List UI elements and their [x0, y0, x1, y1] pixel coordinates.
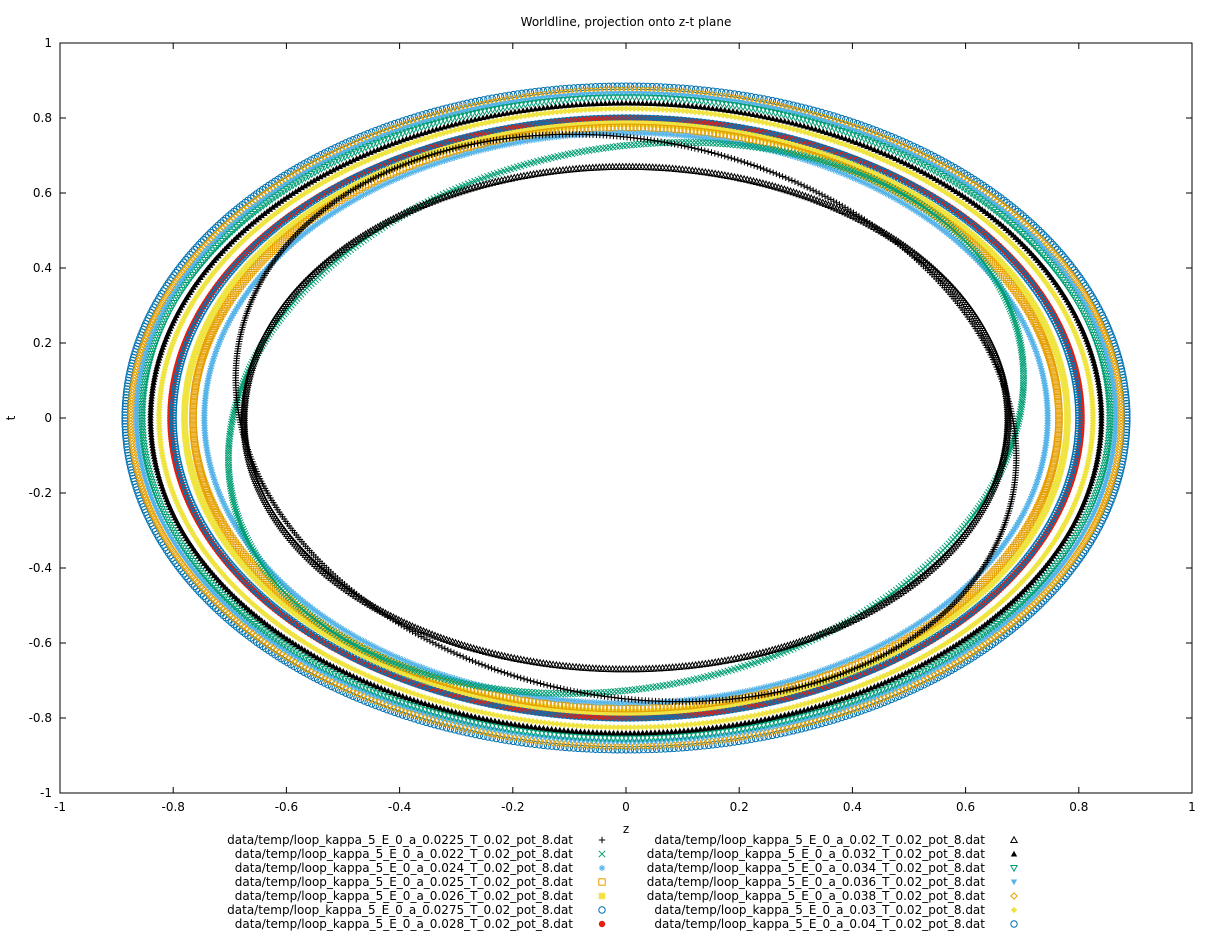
legend-label: data/temp/loop_kappa_5_E_0_a_0.028_T_0.0…	[235, 917, 574, 931]
legend-item: data/temp/loop_kappa_5_E_0_a_0.04_T_0.02…	[654, 917, 1018, 931]
legend-item: data/temp/loop_kappa_5_E_0_a_0.024_T_0.0…	[235, 861, 606, 875]
legend-label: data/temp/loop_kappa_5_E_0_a_0.0225_T_0.…	[227, 833, 573, 847]
y-axis-label: t	[4, 415, 18, 420]
legend-item: data/temp/loop_kappa_5_E_0_a_0.038_T_0.0…	[647, 889, 1018, 903]
x-tick-label: 1	[1188, 800, 1196, 814]
series-13	[155, 105, 1097, 731]
series-3	[201, 129, 1051, 707]
legend-item: data/temp/loop_kappa_5_E_0_a_0.032_T_0.0…	[647, 847, 1018, 861]
legend-item: data/temp/loop_kappa_5_E_0_a_0.0275_T_0.…	[227, 903, 606, 917]
legend-label: data/temp/loop_kappa_5_E_0_a_0.025_T_0.0…	[235, 875, 574, 889]
y-tick-label: 1	[44, 36, 52, 50]
series-14	[121, 82, 1131, 754]
series-7	[167, 114, 1085, 722]
legend-marker	[598, 892, 606, 900]
series-8	[239, 162, 1013, 673]
legend-marker	[1009, 864, 1019, 873]
legend-item: data/temp/loop_kappa_5_E_0_a_0.026_T_0.0…	[235, 889, 606, 903]
y-tick-label: -0.8	[29, 711, 52, 725]
y-tick-label: -0.2	[29, 486, 52, 500]
legend-marker	[598, 920, 606, 928]
x-tick-label: 0.4	[843, 800, 862, 814]
x-tick-label: -0.4	[388, 800, 411, 814]
legend-marker	[598, 878, 606, 886]
legend-marker	[1010, 920, 1018, 928]
x-tick-label: 0	[622, 800, 630, 814]
legend-marker	[1010, 850, 1018, 857]
legend-marker	[598, 906, 606, 914]
legend-label: data/temp/loop_kappa_5_E_0_a_0.026_T_0.0…	[235, 889, 574, 903]
legend-marker	[598, 836, 606, 844]
y-tick-label: 0	[44, 411, 52, 425]
y-tick-label: -0.6	[29, 636, 52, 650]
legend-label: data/temp/loop_kappa_5_E_0_a_0.034_T_0.0…	[647, 861, 986, 875]
legend: data/temp/loop_kappa_5_E_0_a_0.0225_T_0.…	[227, 833, 1019, 931]
y-tick-label: 0.2	[33, 336, 52, 350]
legend-marker	[1009, 835, 1019, 844]
legend-label: data/temp/loop_kappa_5_E_0_a_0.032_T_0.0…	[647, 847, 986, 861]
legend-marker	[1010, 906, 1018, 914]
y-tick-label: 0.4	[33, 261, 52, 275]
y-tick-label: -1	[40, 786, 52, 800]
y-tick-label: 0.8	[33, 111, 52, 125]
legend-item: data/temp/loop_kappa_5_E_0_a_0.025_T_0.0…	[235, 875, 606, 889]
legend-item: data/temp/loop_kappa_5_E_0_a_0.036_T_0.0…	[647, 875, 1018, 889]
legend-item: data/temp/loop_kappa_5_E_0_a_0.028_T_0.0…	[235, 917, 606, 931]
legend-label: data/temp/loop_kappa_5_E_0_a_0.036_T_0.0…	[647, 875, 986, 889]
legend-label: data/temp/loop_kappa_5_E_0_a_0.038_T_0.0…	[647, 889, 986, 903]
x-tick-label: -0.6	[275, 800, 298, 814]
series-2	[224, 138, 1028, 698]
x-tick-label: -0.8	[161, 800, 184, 814]
series-5	[181, 120, 1071, 716]
series-11	[133, 91, 1119, 746]
series-1	[232, 131, 1020, 705]
plot-frame	[59, 42, 1193, 794]
legend-item: data/temp/loop_kappa_5_E_0_a_0.034_T_0.0…	[647, 861, 1019, 875]
legend-label: data/temp/loop_kappa_5_E_0_a_0.03_T_0.02…	[654, 903, 985, 917]
legend-marker	[1010, 892, 1018, 900]
legend-item: data/temp/loop_kappa_5_E_0_a_0.022_T_0.0…	[235, 847, 606, 861]
legend-item: data/temp/loop_kappa_5_E_0_a_0.02_T_0.02…	[654, 833, 1019, 847]
x-tick-label: -0.2	[501, 800, 524, 814]
x-tick-label: 0.2	[730, 800, 749, 814]
legend-item: data/temp/loop_kappa_5_E_0_a_0.03_T_0.02…	[654, 903, 1018, 917]
legend-label: data/temp/loop_kappa_5_E_0_a_0.024_T_0.0…	[235, 861, 574, 875]
legend-marker	[598, 850, 606, 858]
series-9	[147, 99, 1105, 736]
x-tick-label: -1	[54, 800, 66, 814]
series-layer	[121, 82, 1131, 754]
x-tick-label: 0.8	[1069, 800, 1088, 814]
x-axis-label: z	[623, 822, 629, 836]
legend-label: data/temp/loop_kappa_5_E_0_a_0.04_T_0.02…	[654, 917, 985, 931]
legend-marker	[1010, 879, 1018, 886]
axis-layer: -1 -0.8 -0.6 -0.4 -0.2 0 0.2 0.4 0.6 0.8 1 -1 -0.8 -0…	[29, 36, 1196, 814]
y-tick-label: -0.4	[29, 561, 52, 575]
legend-label: data/temp/loop_kappa_5_E_0_a_0.022_T_0.0…	[235, 847, 574, 861]
legend-item: data/temp/loop_kappa_5_E_0_a_0.0225_T_0.…	[227, 833, 606, 847]
legend-label: data/temp/loop_kappa_5_E_0_a_0.0275_T_0.…	[227, 903, 573, 917]
y-tick-label: 0.6	[33, 186, 52, 200]
series-10	[138, 94, 1114, 743]
legend-label: data/temp/loop_kappa_5_E_0_a_0.02_T_0.02…	[654, 833, 985, 847]
legend-marker	[598, 864, 606, 872]
chart-title: Worldline, projection onto z-t plane	[521, 15, 732, 29]
x-tick-label: 0.6	[956, 800, 975, 814]
